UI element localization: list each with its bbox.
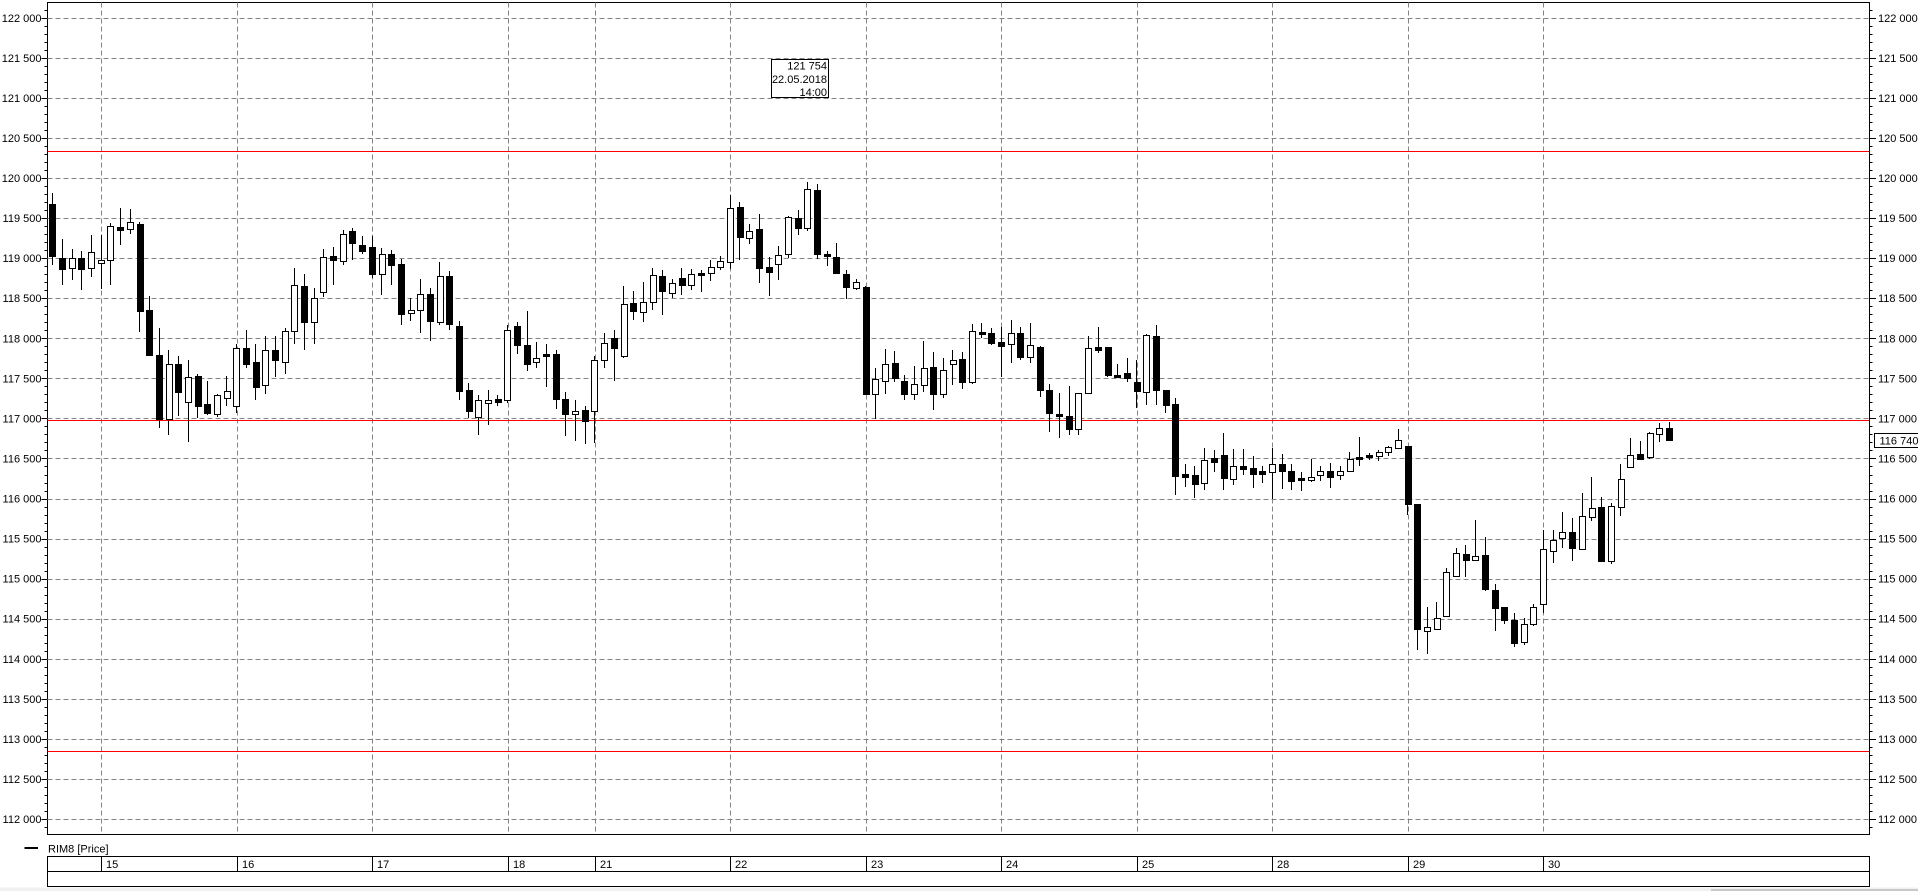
svg-text:116 500: 116 500 [3, 454, 42, 466]
svg-text:30: 30 [1548, 859, 1560, 871]
svg-text:119 500: 119 500 [1878, 213, 1917, 225]
svg-text:114 500: 114 500 [3, 614, 42, 626]
svg-text:116 500: 116 500 [1878, 454, 1917, 466]
svg-text:18: 18 [513, 859, 525, 871]
svg-text:120 500: 120 500 [2, 133, 42, 145]
svg-text:23: 23 [871, 859, 883, 871]
svg-text:115 000: 115 000 [1878, 574, 1917, 586]
svg-text:120 000: 120 000 [1878, 173, 1918, 185]
svg-text:115 000: 115 000 [3, 574, 42, 586]
svg-text:115 500: 115 500 [1878, 534, 1917, 546]
svg-text:122 000: 122 000 [2, 13, 42, 25]
svg-text:22: 22 [735, 859, 747, 871]
svg-text:15: 15 [106, 859, 118, 871]
svg-text:114 500: 114 500 [1878, 614, 1917, 626]
svg-text:16: 16 [242, 859, 254, 871]
svg-text:121 500: 121 500 [2, 53, 42, 65]
svg-text:29: 29 [1413, 859, 1425, 871]
svg-text:117 500: 117 500 [3, 373, 42, 385]
svg-text:112 500: 112 500 [1878, 774, 1917, 786]
svg-text:118 000: 118 000 [1878, 333, 1917, 345]
svg-text:116 000: 116 000 [1878, 494, 1917, 506]
svg-text:118 500: 118 500 [1878, 293, 1917, 305]
svg-text:117 000: 117 000 [3, 413, 42, 425]
svg-text:112 500: 112 500 [3, 774, 42, 786]
svg-text:119 000: 119 000 [3, 253, 42, 265]
svg-text:113 500: 113 500 [1878, 694, 1917, 706]
svg-text:121 754: 121 754 [787, 61, 827, 73]
svg-text:121 500: 121 500 [1878, 53, 1918, 65]
svg-text:113 500: 113 500 [3, 694, 42, 706]
svg-text:116 740: 116 740 [1880, 436, 1918, 448]
svg-text:121 000: 121 000 [2, 93, 42, 105]
svg-text:22.05.2018: 22.05.2018 [772, 74, 827, 86]
svg-text:21: 21 [600, 859, 612, 871]
svg-text:114 000: 114 000 [1878, 654, 1917, 666]
svg-text:118 000: 118 000 [3, 333, 42, 345]
svg-text:121 000: 121 000 [1878, 93, 1918, 105]
svg-text:118 500: 118 500 [3, 293, 42, 305]
svg-text:115 500: 115 500 [3, 534, 42, 546]
svg-text:119 000: 119 000 [1878, 253, 1917, 265]
svg-text:117 500: 117 500 [1878, 373, 1917, 385]
svg-text:113 000: 113 000 [3, 734, 42, 746]
svg-text:119 500: 119 500 [3, 213, 42, 225]
svg-text:25: 25 [1142, 859, 1154, 871]
svg-text:116 000: 116 000 [3, 494, 42, 506]
svg-text:RIM8 [Price]: RIM8 [Price] [48, 844, 109, 856]
svg-text:17: 17 [377, 859, 389, 871]
svg-text:122 000: 122 000 [1878, 13, 1918, 25]
svg-text:28: 28 [1277, 859, 1289, 871]
svg-text:120 500: 120 500 [1878, 133, 1918, 145]
svg-text:24: 24 [1006, 859, 1018, 871]
svg-text:112 000: 112 000 [1878, 814, 1917, 826]
svg-text:120 000: 120 000 [2, 173, 42, 185]
svg-text:112 000: 112 000 [3, 814, 42, 826]
svg-text:113 000: 113 000 [1878, 734, 1917, 746]
svg-text:117 000: 117 000 [1878, 413, 1917, 425]
svg-text:14:00: 14:00 [799, 87, 827, 99]
svg-text:114 000: 114 000 [3, 654, 42, 666]
